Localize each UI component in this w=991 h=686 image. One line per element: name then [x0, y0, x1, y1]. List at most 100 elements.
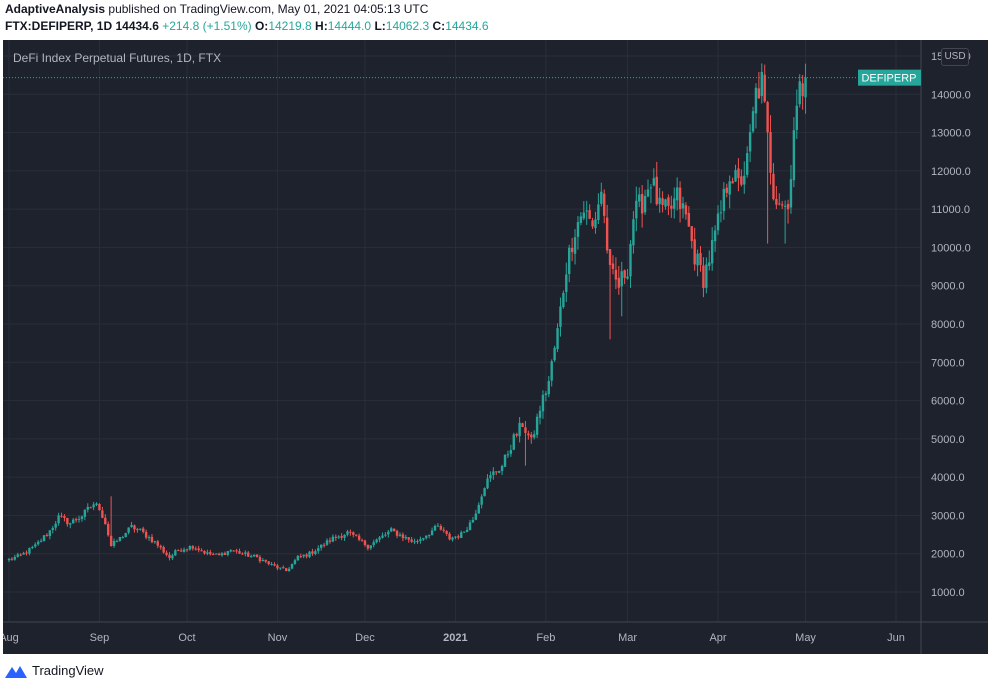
up-candle-body	[22, 552, 25, 555]
down-candle-body	[588, 210, 591, 219]
up-candle-body	[42, 535, 46, 542]
down-candle-body	[165, 552, 168, 556]
down-candle-body	[457, 536, 460, 538]
up-candle-body	[28, 548, 31, 554]
close-value: 14434.6	[445, 19, 489, 33]
y-tick-label: 10000.0	[931, 242, 971, 254]
up-candle-body	[798, 81, 801, 105]
up-candle-body	[48, 530, 52, 537]
down-candle-body	[212, 554, 215, 556]
down-candle-body	[605, 217, 609, 251]
up-candle-body	[31, 546, 34, 548]
up-candle-body	[643, 196, 647, 213]
up-candle-body	[550, 361, 553, 381]
down-candle-body	[104, 517, 107, 525]
up-candle-body	[430, 530, 434, 536]
down-candle-body	[655, 176, 658, 205]
down-candle-body	[217, 553, 221, 556]
up-candle-body	[547, 381, 550, 395]
up-candle-body	[582, 212, 585, 219]
up-candle-body	[652, 178, 656, 186]
down-candle-body	[661, 198, 664, 205]
down-candle-body	[223, 553, 227, 555]
down-candle-body	[311, 551, 314, 554]
down-candle-body	[699, 253, 702, 266]
down-candle-body	[530, 434, 533, 438]
up-candle-body	[314, 551, 317, 554]
down-candle-body	[89, 507, 92, 509]
up-candle-body	[381, 535, 384, 538]
down-candle-body	[133, 525, 136, 530]
down-candle-body	[136, 529, 139, 531]
down-candle-body	[322, 544, 326, 546]
up-candle-body	[121, 537, 124, 539]
up-candle-body	[620, 271, 623, 287]
up-candle-body	[261, 560, 265, 562]
up-candle-body	[629, 243, 632, 277]
up-candle-body	[206, 552, 209, 554]
down-candle-body	[150, 536, 154, 543]
down-candle-body	[769, 131, 772, 173]
author-name[interactable]: AdaptiveAnalysis	[5, 2, 106, 16]
up-candle-body	[804, 77, 807, 98]
down-candle-body	[772, 173, 775, 200]
up-candle-body	[378, 537, 381, 540]
chart-panel[interactable]: 1000.0 2000.0 3000.0 4000.0 5000.0 6000.0 7000…	[3, 40, 988, 654]
down-candle-body	[570, 247, 574, 253]
down-candle-body	[527, 433, 530, 436]
candlestick-chart[interactable]: 1000.0 2000.0 3000.0 4000.0 5000.0 6000.0 7000…	[3, 40, 988, 654]
price-tag-label: DEFIPERP	[861, 73, 916, 85]
up-candle-body	[369, 545, 373, 549]
up-candle-body	[532, 434, 536, 438]
up-candle-body	[214, 553, 218, 555]
up-candle-body	[789, 179, 793, 208]
up-candle-body	[471, 519, 475, 523]
open-label: O:	[254, 19, 269, 33]
down-candle-body	[355, 534, 358, 536]
up-candle-body	[139, 528, 142, 530]
down-candle-body	[781, 204, 784, 206]
up-candle-body	[664, 199, 667, 207]
up-candle-body	[244, 552, 247, 554]
price-change: +214.8 (+1.51%)	[162, 19, 252, 33]
up-candle-body	[559, 306, 562, 327]
down-candle-body	[107, 524, 110, 536]
up-candle-body	[675, 187, 679, 201]
down-candle-body	[299, 556, 302, 558]
down-candle-body	[360, 540, 364, 542]
down-candle-body	[766, 102, 769, 133]
down-candle-body	[349, 531, 352, 533]
currency-badge[interactable]: USD	[941, 48, 969, 66]
up-candle-body	[387, 531, 390, 535]
down-candle-body	[416, 541, 419, 543]
up-candle-body	[710, 240, 714, 264]
up-candle-body	[535, 416, 539, 435]
down-candle-body	[640, 193, 644, 214]
down-candle-body	[264, 559, 267, 562]
up-candle-body	[585, 210, 588, 212]
down-candle-body	[757, 88, 761, 99]
down-candle-body	[334, 536, 337, 538]
footer: TradingView	[5, 663, 104, 678]
up-candle-body	[594, 219, 597, 228]
down-candle-body	[357, 535, 361, 540]
down-candle-body	[495, 471, 498, 473]
down-candle-body	[19, 554, 22, 556]
up-candle-body	[783, 205, 787, 207]
up-candle-body	[626, 276, 629, 279]
up-candle-body	[497, 470, 501, 473]
up-candle-body	[751, 111, 755, 132]
up-candle-body	[7, 558, 11, 561]
up-candle-body	[77, 518, 81, 520]
down-candle-body	[284, 568, 288, 571]
x-tick-label: Nov	[268, 632, 288, 644]
x-tick-label: Aug	[3, 632, 19, 644]
up-candle-body	[51, 527, 54, 530]
up-candle-body	[384, 534, 387, 536]
low-value: 14062.3	[385, 19, 430, 33]
up-candle-body	[296, 555, 300, 561]
down-candle-body	[66, 517, 69, 525]
up-candle-body	[375, 539, 378, 543]
up-candle-body	[92, 504, 95, 508]
down-candle-body	[439, 525, 443, 530]
